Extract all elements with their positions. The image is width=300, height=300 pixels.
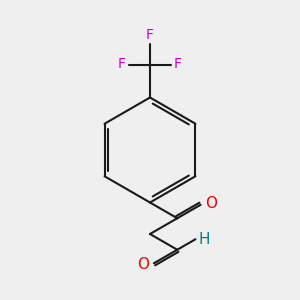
- Text: F: F: [174, 58, 182, 71]
- Text: H: H: [199, 232, 210, 247]
- Text: F: F: [146, 28, 154, 42]
- Text: O: O: [205, 196, 217, 211]
- Text: O: O: [137, 257, 149, 272]
- Text: F: F: [118, 58, 126, 71]
